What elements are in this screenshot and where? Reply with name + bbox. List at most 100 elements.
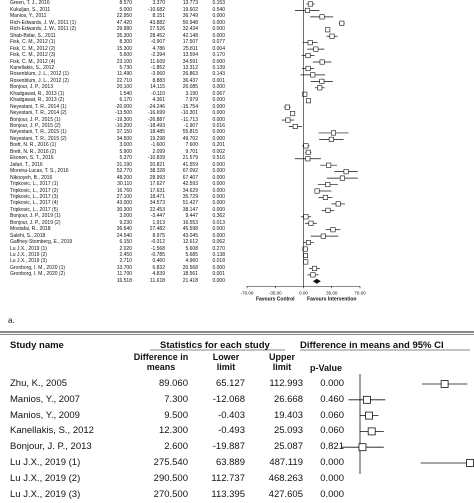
effect-marker: [339, 175, 345, 181]
upper-limit-value: 20.568: [182, 264, 198, 271]
difference-value: 47.420: [116, 19, 132, 26]
study-name: Lu J.X., 2019 (3): [10, 258, 47, 265]
upper-limit-value: -1.907: [183, 123, 198, 129]
upper-limit-value: 13.773: [182, 0, 198, 7]
p-value: 0.016: [212, 123, 225, 129]
p-value: 0.001: [212, 77, 225, 84]
header-statistics: Statistics for each study: [160, 340, 270, 351]
upper-limit-value: 21.579: [182, 155, 198, 162]
lower-limit-value: 28.452: [149, 32, 165, 39]
study-name: Bonjour, J. P., 2019 (2): [10, 219, 61, 226]
study-name: Jafari, T., 2016: [10, 161, 43, 168]
p-value: 0.000: [212, 13, 225, 20]
effect-marker: [328, 136, 334, 142]
upper-limit-value: 18.561: [182, 271, 198, 278]
x-tick-label: 70.00: [354, 290, 366, 295]
effect-marker: [314, 188, 320, 194]
upper-limit-value: 67.092: [182, 168, 198, 175]
study-name: Rich-Edwards, J. W., 2011 (1): [10, 19, 77, 26]
study-name: Tripkovic, L., 2017 (2): [10, 187, 59, 194]
study-name: Manios, Y., 2011: [10, 13, 47, 20]
lower-limit-value: -10.682: [148, 6, 165, 13]
lower-limit-value: -0.907: [150, 39, 165, 46]
upper-limit-value: 9.701: [185, 148, 198, 155]
study-name: Zhu, K., 2005: [10, 378, 68, 389]
p-value: 0.000: [212, 58, 225, 65]
upper-limit-value: 13.594: [182, 52, 198, 59]
effect-marker: [326, 162, 332, 168]
upper-limit-value: 7.600: [185, 142, 198, 149]
upper-limit-value: 25.087: [273, 441, 303, 453]
favours-intervention-label: Favours Intervention: [307, 296, 356, 302]
forest-plot-a-svg: -70.00 -35.00 0.00 35.00 70.00 Favours Contro…: [241, 0, 366, 302]
effect-marker: [313, 46, 319, 52]
p-value: 0.004: [212, 45, 225, 52]
lower-limit-value: -0.785: [150, 252, 165, 258]
difference-value: 2.450: [119, 252, 132, 258]
upper-limit-value: 41.559: [182, 161, 198, 168]
upper-limit-value: 34.629: [182, 187, 198, 194]
study-name: Shab-Bidar, S., 2011: [10, 32, 56, 39]
effect-marker: [284, 104, 290, 110]
difference-value: 36.540: [116, 226, 132, 233]
upper-limit-value: 34.591: [182, 58, 198, 65]
effect-marker: [310, 272, 316, 278]
study-name: Fisk, C. M., 2012 (2): [10, 45, 56, 52]
study-name: Rosenblum, J. L., 2012 (2): [10, 77, 69, 84]
effect-marker: [363, 395, 371, 404]
difference-value: -10.200: [115, 123, 132, 129]
p-value: 0.018: [212, 258, 225, 265]
lower-limit-value: 8.975: [152, 232, 165, 239]
upper-limit-value: 67.407: [182, 174, 198, 181]
effect-marker: [305, 98, 311, 104]
effect-marker: [302, 91, 308, 97]
study-name: Kukuljan, S., 2011: [10, 6, 51, 13]
upper-limit-value: 26.085: [182, 84, 198, 91]
study-name: Khadgawat, R., 2013 (1): [10, 90, 65, 97]
upper-limit-value: 25.811: [183, 45, 198, 52]
x-tick-label: -70.00: [241, 290, 254, 295]
difference-value: 13.700: [116, 264, 132, 271]
study-name: Kanellakis, S., 2012: [10, 425, 94, 437]
study-name: Fisk, C. M., 2012 (1): [10, 39, 56, 46]
p-value: 0.270: [212, 245, 225, 252]
upper-limit-value: 42.148: [182, 32, 198, 39]
study-name: Lu J.X., 2019 (1): [10, 245, 47, 252]
p-value: 0.000: [212, 161, 225, 168]
upper-limit-value: 7.979: [185, 97, 198, 104]
difference-value: 12.300: [158, 425, 188, 437]
lower-limit-value: 38.328: [149, 168, 165, 175]
p-value: 0.821: [320, 441, 344, 453]
upper-limit-value: 50.948: [182, 19, 198, 26]
difference-value: 22.710: [116, 77, 132, 84]
p-value: 0.138: [212, 252, 225, 258]
study-name: Tripkovic, L., 2017 (3): [10, 193, 59, 200]
effect-marker: [335, 201, 341, 207]
lower-limit-value: -1.600: [150, 142, 165, 149]
study-name: Gronborg, I. M., 2020 (1): [10, 264, 66, 271]
difference-value: 43.000: [116, 200, 132, 207]
p-value: 0.000: [320, 378, 344, 389]
upper-limit-value: 17.507: [182, 39, 198, 46]
effect-marker: [319, 78, 325, 84]
difference-value: 11.490: [117, 71, 132, 78]
study-name: Bonjour, J. P., 2015 (1): [10, 116, 61, 123]
effect-marker: [310, 72, 316, 78]
p-value: 0.000: [320, 488, 344, 500]
p-value: 0.000: [212, 116, 225, 123]
x-tick-label: 0.00: [299, 290, 308, 295]
p-value: 0.000: [212, 129, 225, 136]
difference-value: 6.150: [119, 239, 132, 246]
effect-marker: [322, 194, 328, 200]
difference-value: 8.300: [119, 39, 132, 46]
forest-plot-b: Study name Statistics for each study Dif…: [0, 330, 474, 500]
header-ci-plot: Difference in means and 95% CI: [300, 340, 444, 351]
upper-limit-value: 19.403: [273, 409, 303, 421]
p-value: 0.067: [212, 90, 225, 97]
difference-value: 31.190: [116, 161, 132, 168]
effect-marker: [367, 427, 376, 436]
upper-limit-value: 43.045: [182, 232, 198, 239]
study-name: Moreira-Lucas, T. S., 2016: [10, 168, 69, 175]
effect-marker: [365, 411, 373, 420]
difference-value: 15.300: [116, 45, 132, 52]
